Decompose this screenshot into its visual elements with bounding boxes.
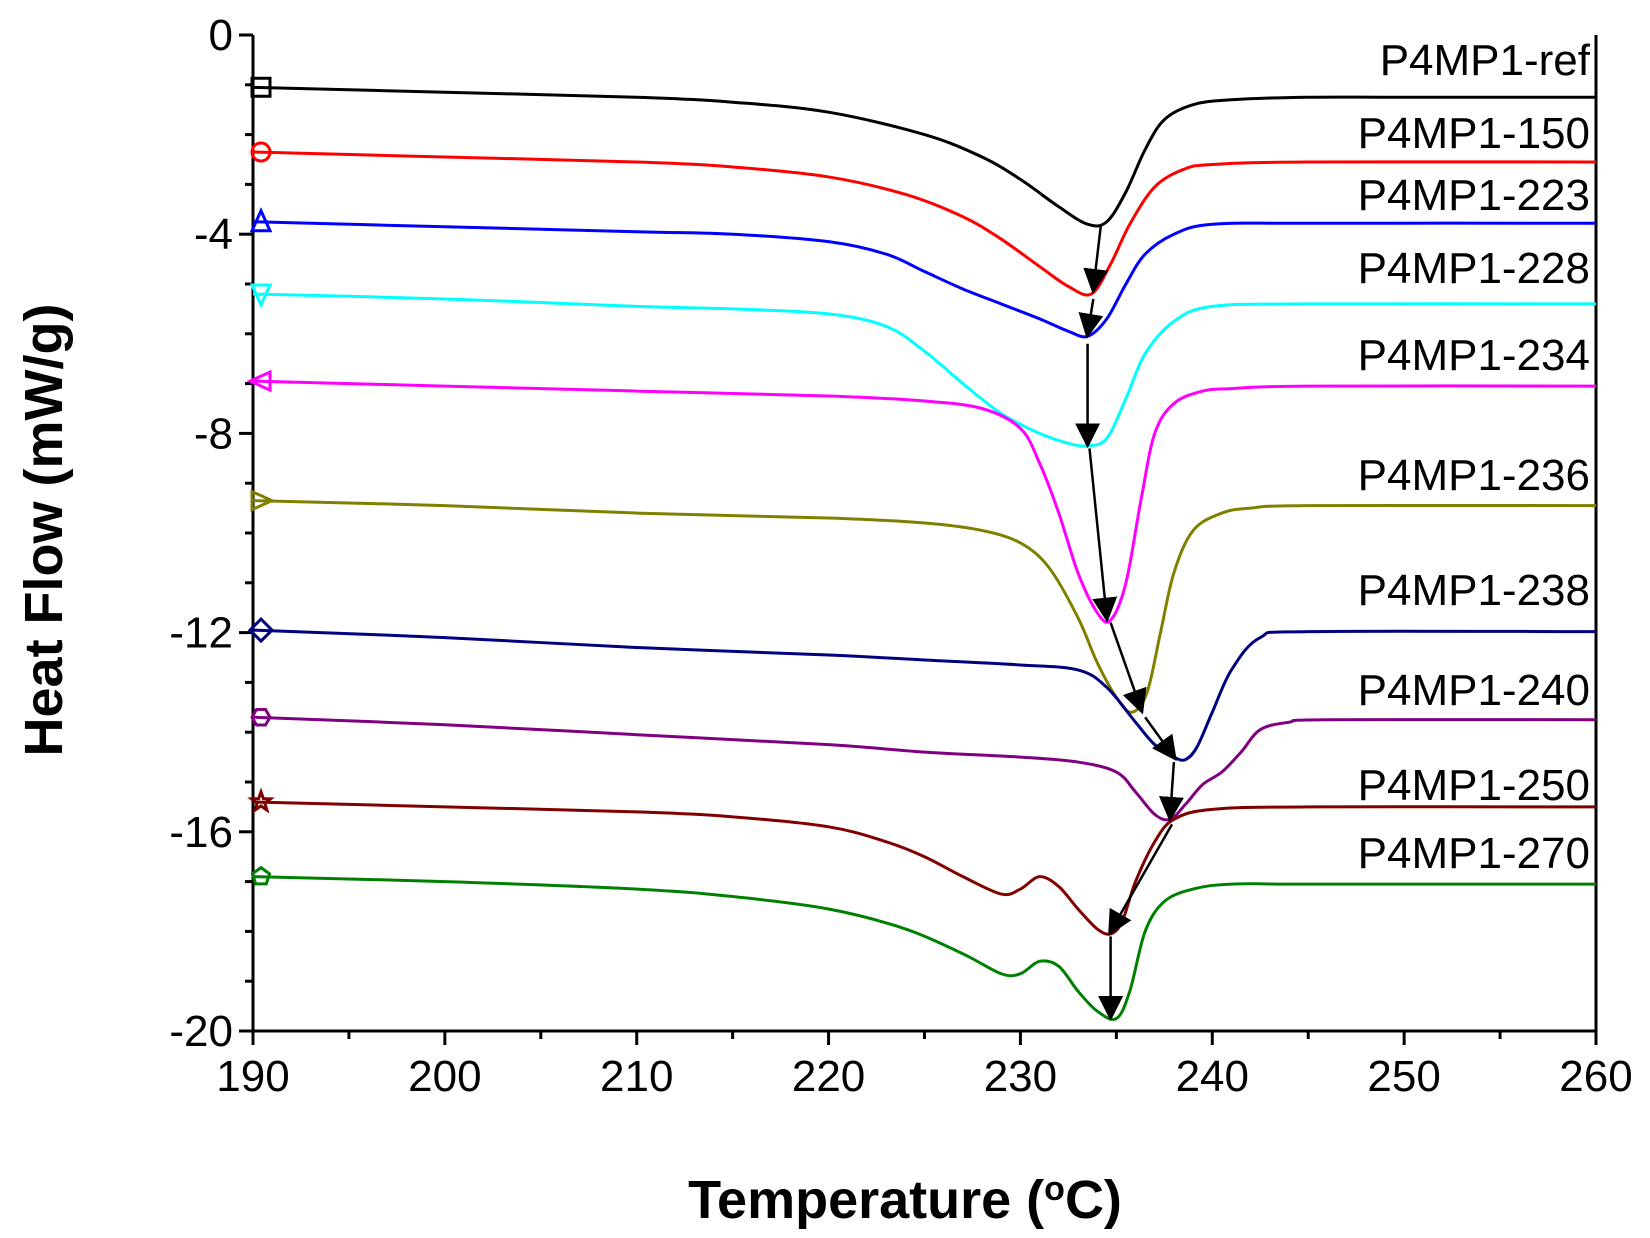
shift-arrow	[1108, 823, 1174, 936]
series-line-p4mp1-223	[252, 220, 1597, 339]
series-marker-p4mp1-240	[250, 707, 272, 727]
x-tick-label: 250	[1367, 1052, 1440, 1101]
x-tick-label: 200	[408, 1052, 481, 1101]
y-tick-label: -16	[169, 808, 233, 857]
y-tick-label: -20	[169, 1007, 233, 1056]
series-label-p4mp1-236: P4MP1-236	[1358, 451, 1590, 500]
series-label-p4mp1-270: P4MP1-270	[1358, 829, 1590, 878]
series-labels: P4MP1-ref P4MP1-150 P4MP1-223 P4MP1-228 P4MP…	[1358, 36, 1591, 878]
series-line-p4mp1-238	[252, 628, 1597, 762]
series-line-p4mp1-228	[252, 292, 1597, 448]
y-tick-label: -4	[194, 210, 233, 259]
x-axis: 190 200 210 220 230 240 250 260	[216, 1031, 1633, 1101]
x-axis-title-unit: C)	[1065, 1170, 1122, 1230]
x-tick-label: 260	[1559, 1052, 1632, 1101]
x-tick-label: 230	[984, 1052, 1057, 1101]
x-axis-title-degree: o	[1044, 1170, 1065, 1208]
x-tick-label: 240	[1176, 1052, 1249, 1101]
series-line-p4mp1-ref	[252, 85, 1596, 228]
series-marker-p4mp1-234	[246, 369, 272, 393]
series-marker-p4mp1-270	[250, 865, 272, 886]
series-line-p4mp1-234	[252, 379, 1597, 624]
shift-arrow	[1159, 761, 1184, 822]
x-tick-label: 220	[792, 1052, 865, 1101]
series-marker-p4mp1-228	[249, 283, 273, 309]
shift-arrow	[1083, 224, 1109, 294]
series-line-p4mp1-270	[252, 875, 1597, 1021]
series-line-p4mp1-240	[252, 715, 1597, 822]
shift-arrow	[1088, 448, 1118, 623]
series-label-p4mp1-240: P4MP1-240	[1358, 666, 1590, 715]
shift-arrow	[1078, 298, 1104, 339]
series-label-p4mp1-150: P4MP1-150	[1358, 109, 1590, 158]
y-tick-label: -12	[169, 609, 233, 658]
y-axis: 0 -4 -8 -12 -16 -20	[169, 11, 253, 1056]
series-marker-p4mp1-236	[250, 489, 276, 512]
series-marker-p4mp1-150	[250, 141, 272, 163]
y-tick-label: -8	[194, 409, 233, 458]
series-label-p4mp1-250: P4MP1-250	[1358, 761, 1590, 810]
series-marker-p4mp1-250	[247, 787, 275, 814]
series-label-p4mp1-228: P4MP1-228	[1358, 244, 1590, 293]
series-line-p4mp1-150	[252, 150, 1597, 297]
x-tick-label: 190	[216, 1052, 289, 1101]
y-tick-label: 0	[209, 11, 233, 60]
y-axis-title: Heat Flow (mW/g)	[14, 304, 74, 757]
series-marker-p4mp1-ref	[250, 76, 272, 98]
series-label-p4mp1-234: P4MP1-234	[1358, 331, 1590, 380]
series-label-p4mp1-238: P4MP1-238	[1358, 566, 1590, 615]
series-marker-p4mp1-223	[249, 207, 273, 233]
x-axis-title: Temperature (oC)	[688, 1170, 1122, 1230]
series-line-p4mp1-236	[252, 499, 1597, 714]
series-group	[246, 76, 1597, 1021]
shift-arrow	[1109, 622, 1147, 715]
series-marker-p4mp1-238	[247, 616, 275, 644]
arrows-group	[1075, 224, 1184, 1022]
series-label-p4mp1-ref: P4MP1-ref	[1380, 36, 1591, 85]
series-label-p4mp1-223: P4MP1-223	[1358, 171, 1590, 220]
shift-arrow	[1144, 716, 1177, 762]
x-tick-label: 210	[600, 1052, 673, 1101]
